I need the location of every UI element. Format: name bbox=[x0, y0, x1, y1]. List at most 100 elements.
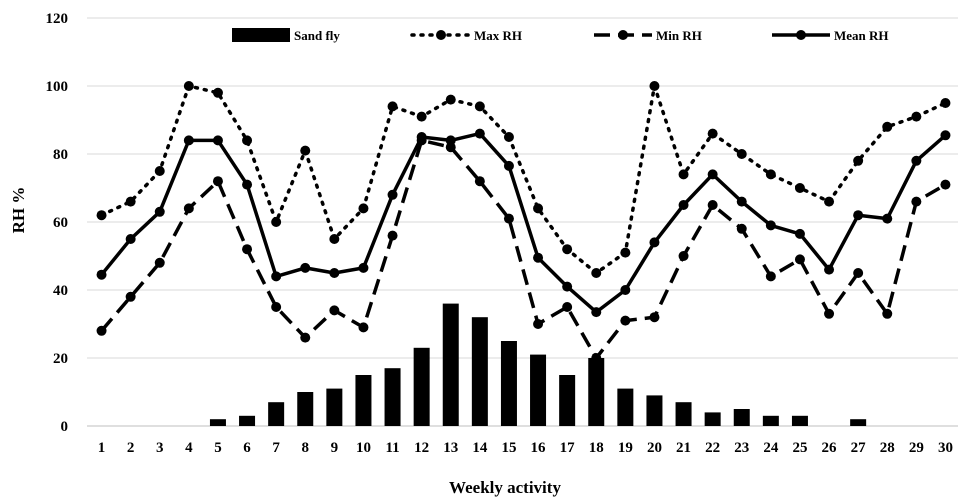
sand-fly-bar bbox=[326, 388, 343, 426]
min-rh-point bbox=[154, 257, 165, 268]
x-tick-label: 8 bbox=[302, 440, 310, 456]
sand-fly-bar bbox=[268, 402, 285, 426]
y-tick-label: 120 bbox=[46, 11, 69, 27]
mean-rh-line bbox=[100, 131, 947, 314]
x-tick-label: 5 bbox=[214, 440, 222, 456]
y-tick-label: 40 bbox=[53, 283, 68, 299]
mean-rh-point bbox=[329, 268, 340, 278]
mean-rh-point bbox=[591, 307, 602, 318]
sand-fly-bar bbox=[733, 409, 750, 426]
mean-rh-point bbox=[794, 228, 805, 239]
min-rh-point bbox=[620, 315, 631, 326]
mean-rh-point bbox=[736, 196, 747, 207]
max-rh-point bbox=[358, 203, 369, 214]
y-tick-label: 0 bbox=[61, 419, 69, 435]
sand-fly-bar bbox=[850, 419, 867, 426]
max-rh-point bbox=[445, 94, 456, 105]
min-rh-point bbox=[882, 308, 893, 319]
legend-marker-min-rh bbox=[618, 30, 628, 40]
sand-fly-bar bbox=[704, 412, 721, 426]
min-rh-point bbox=[765, 271, 776, 282]
max-rh-point bbox=[96, 210, 107, 221]
legend-label-min-rh: Min RH bbox=[656, 28, 702, 43]
min-rh-line bbox=[100, 138, 947, 360]
min-rh-point bbox=[853, 268, 864, 278]
max-rh-point bbox=[911, 111, 922, 122]
x-tick-label: 24 bbox=[763, 440, 779, 456]
min-rh-point bbox=[533, 319, 544, 329]
max-rh-point bbox=[824, 196, 835, 207]
sand-fly-bar bbox=[442, 303, 459, 426]
mean-rh-point bbox=[445, 135, 456, 146]
min-rh-point bbox=[649, 312, 660, 323]
min-rh-point bbox=[824, 308, 835, 319]
max-rh-point bbox=[765, 169, 776, 180]
mean-rh-point bbox=[503, 160, 514, 171]
x-tick-label: 29 bbox=[909, 440, 924, 456]
x-tick-label: 15 bbox=[501, 440, 516, 456]
min-rh-point bbox=[387, 230, 398, 241]
mean-rh-point bbox=[649, 237, 660, 248]
sand-fly-bar bbox=[500, 341, 517, 426]
mean-rh-point bbox=[416, 132, 427, 142]
x-tick-label: 21 bbox=[676, 440, 691, 456]
max-rh-point bbox=[940, 98, 951, 108]
max-rh-point bbox=[649, 81, 660, 91]
y-tick-label: 80 bbox=[53, 147, 68, 163]
x-tick-label: 2 bbox=[127, 440, 135, 456]
max-rh-point bbox=[474, 101, 485, 112]
mean-rh-point bbox=[765, 220, 776, 231]
x-tick-label: 17 bbox=[560, 440, 576, 456]
legend-marker-max-rh bbox=[436, 30, 446, 40]
y-tick-label: 100 bbox=[46, 79, 69, 95]
mean-rh-point bbox=[183, 135, 194, 146]
max-rh-point bbox=[533, 203, 544, 214]
sand-fly-bar bbox=[791, 415, 808, 426]
y-tick-label: 20 bbox=[53, 351, 68, 367]
x-tick-label: 1 bbox=[98, 440, 106, 456]
x-tick-label: 11 bbox=[385, 440, 399, 456]
max-rh-point bbox=[794, 183, 805, 193]
legend-label-mean-rh: Mean RH bbox=[834, 28, 889, 43]
mean-rh-point bbox=[562, 281, 573, 292]
x-tick-label: 25 bbox=[792, 440, 807, 456]
mean-rh-point bbox=[358, 262, 369, 273]
rh-lines bbox=[96, 81, 951, 363]
sand-fly-bar bbox=[209, 419, 226, 426]
y-axis: 0 20 40 60 80 100 120 bbox=[46, 11, 69, 435]
max-rh-point bbox=[736, 149, 747, 159]
mean-rh-point bbox=[824, 264, 835, 275]
x-tick-label: 23 bbox=[734, 440, 749, 456]
mean-rh-point bbox=[96, 269, 107, 280]
min-rh-point bbox=[183, 203, 194, 214]
x-tick-label: 3 bbox=[156, 440, 164, 456]
x-tick-label: 6 bbox=[243, 440, 251, 456]
min-rh-point bbox=[503, 213, 514, 224]
sand-fly-bar bbox=[617, 388, 634, 426]
x-axis-title: Weekly activity bbox=[449, 478, 561, 497]
min-rh-point bbox=[125, 291, 136, 302]
legend-label-sand-fly: Sand fly bbox=[294, 28, 340, 43]
max-rh-point bbox=[242, 135, 253, 146]
min-rh-point bbox=[794, 254, 805, 265]
max-rh-point bbox=[125, 196, 136, 207]
x-tick-label: 30 bbox=[938, 440, 953, 456]
min-rh-point bbox=[591, 353, 602, 363]
max-rh-point bbox=[329, 234, 340, 244]
mean-rh-point bbox=[154, 206, 165, 217]
mean-rh-point bbox=[853, 210, 864, 221]
max-rh-point bbox=[620, 247, 631, 258]
min-rh-point bbox=[911, 196, 922, 207]
x-tick-label: 7 bbox=[272, 440, 280, 456]
max-rh-point bbox=[212, 87, 223, 98]
mean-rh-point bbox=[707, 169, 718, 180]
y-tick-label: 60 bbox=[53, 215, 68, 231]
mean-rh-point bbox=[242, 179, 253, 190]
max-rh-point bbox=[503, 132, 514, 142]
min-rh-point bbox=[940, 179, 951, 190]
min-rh-point bbox=[329, 305, 340, 316]
sand-fly-bar bbox=[297, 392, 314, 426]
max-rh-point bbox=[416, 111, 427, 122]
max-rh-point bbox=[853, 155, 864, 166]
